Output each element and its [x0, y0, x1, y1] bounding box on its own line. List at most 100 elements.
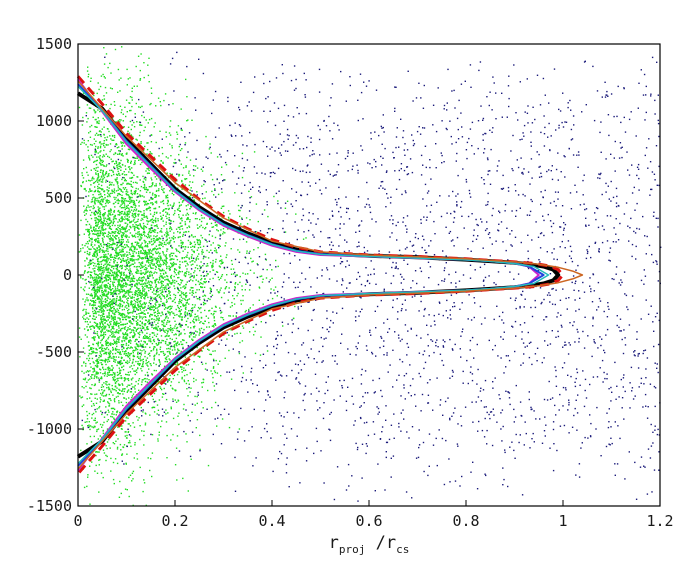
scatter-point-green — [121, 341, 123, 343]
scatter-point-green — [136, 415, 138, 418]
scatter-point-green — [106, 195, 109, 198]
scatter-point-green — [166, 266, 168, 268]
scatter-point-green — [102, 241, 104, 243]
scatter-point-green — [90, 393, 92, 395]
scatter-point-green — [109, 107, 111, 110]
scatter-point-green — [117, 254, 120, 256]
scatter-point-green — [105, 343, 107, 345]
scatter-point-green — [146, 362, 148, 364]
scatter-point-green — [104, 137, 106, 139]
scatter-point-green — [165, 215, 167, 217]
scatter-point-green — [117, 331, 119, 334]
scatter-point-green — [121, 289, 123, 291]
scatter-point-green — [83, 142, 85, 144]
scatter-point-green — [151, 308, 153, 311]
scatter-point-green — [136, 241, 138, 243]
scatter-point-green — [170, 307, 172, 309]
scatter-point-green — [236, 332, 238, 335]
scatter-point-green — [196, 274, 198, 276]
scatter-point-green — [167, 196, 169, 199]
scatter-point-green — [224, 245, 226, 247]
scatter-point-green — [190, 387, 192, 389]
scatter-point-green — [85, 282, 87, 285]
scatter-point-green — [130, 340, 132, 342]
scatter-point-green — [235, 274, 237, 276]
scatter-point-green — [112, 281, 114, 283]
scatter-point-green — [146, 220, 148, 222]
scatter-point-green — [185, 283, 187, 286]
scatter-point-green — [127, 299, 129, 302]
scatter-point-green — [133, 228, 136, 230]
scatter-point-green — [166, 338, 168, 341]
scatter-point-green — [151, 281, 153, 283]
scatter-point-green — [186, 227, 188, 229]
scatter-point-green — [162, 276, 164, 279]
scatter-point-green — [104, 86, 107, 89]
scatter-point-green — [105, 165, 107, 168]
scatter-point-green — [184, 333, 186, 335]
scatter-point-green — [86, 317, 88, 319]
scatter-point-green — [199, 282, 201, 284]
scatter-point-green — [147, 64, 149, 66]
scatter-point-green — [158, 353, 160, 356]
scatter-point-green — [118, 237, 120, 239]
scatter-point-green — [144, 201, 146, 203]
scatter-point-green — [162, 239, 164, 242]
scatter-point-green — [138, 121, 141, 123]
scatter-point-green — [185, 302, 188, 304]
scatter-point-green — [171, 349, 174, 351]
scatter-point-green — [167, 284, 169, 287]
scatter-point-green — [86, 220, 89, 223]
scatter-point-green — [100, 284, 103, 286]
scatter-point-green — [95, 239, 97, 241]
scatter-point-green — [117, 120, 119, 122]
scatter-point-green — [119, 329, 122, 331]
scatter-point-green — [91, 304, 93, 306]
scatter-point-green — [212, 269, 214, 271]
scatter-point-green — [199, 241, 202, 243]
scatter-point-green — [96, 230, 98, 232]
scatter-point-green — [91, 179, 93, 181]
scatter-point-green — [119, 121, 121, 123]
scatter-point-green — [228, 315, 230, 317]
scatter-point-green — [123, 255, 125, 257]
scatter-point-green — [128, 148, 131, 151]
scatter-point-green — [170, 298, 172, 300]
scatter-point-green — [159, 243, 161, 245]
scatter-point-green — [121, 305, 123, 308]
scatter-point-green — [207, 464, 210, 467]
scatter-point-green — [166, 300, 168, 303]
scatter-point-green — [109, 356, 111, 359]
scatter-point-green — [230, 329, 232, 331]
scatter-point-green — [107, 324, 110, 327]
scatter-point-green — [90, 229, 93, 232]
scatter-point-green — [127, 344, 130, 346]
scatter-point-green — [137, 353, 139, 355]
scatter-point-green — [224, 179, 226, 181]
scatter-point-green — [192, 263, 194, 265]
scatter-point-green — [127, 148, 130, 150]
scatter-point-green — [83, 211, 85, 213]
scatter-point-green — [153, 411, 156, 413]
scatter-point-green — [109, 278, 111, 280]
scatter-point-green — [94, 255, 96, 257]
scatter-point-green — [97, 345, 99, 347]
scatter-point-green — [144, 203, 147, 205]
scatter-point-green — [202, 347, 204, 349]
scatter-point-green — [184, 369, 187, 371]
scatter-point-green — [238, 251, 241, 253]
scatter-point-green — [101, 306, 103, 308]
scatter-point-green — [108, 243, 110, 245]
scatter-point-green — [123, 353, 125, 355]
scatter-point-green — [119, 389, 121, 391]
scatter-point-green — [159, 361, 161, 363]
scatter-point-green — [103, 331, 105, 334]
scatter-point-green — [94, 417, 96, 419]
scatter-point-green — [146, 381, 149, 383]
scatter-point-green — [148, 340, 150, 342]
scatter-point-green — [208, 321, 210, 324]
scatter-point-green — [101, 172, 104, 174]
scatter-point-green — [117, 361, 119, 363]
scatter-point-green — [178, 349, 180, 352]
scatter-point-green — [121, 203, 123, 205]
